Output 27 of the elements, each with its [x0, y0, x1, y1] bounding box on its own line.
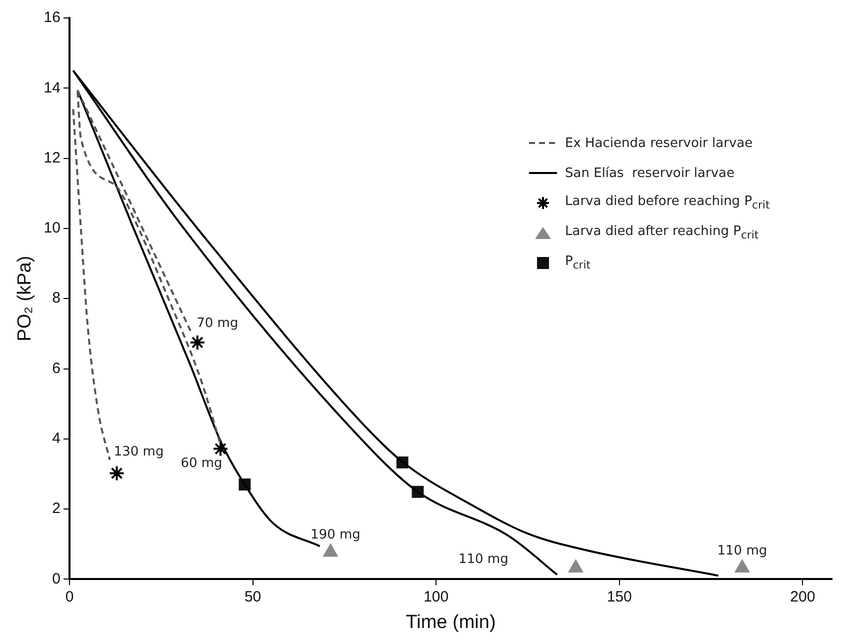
x-tick-label: 100	[424, 588, 449, 606]
y-tick-label: 14	[44, 79, 60, 96]
x-axis-title: Time (min)	[406, 612, 496, 633]
y-tick-label: 10	[44, 220, 60, 237]
y-tick-label: 6	[52, 360, 60, 377]
x-tick-label: 0	[65, 588, 74, 606]
annotation: 110 mg	[458, 552, 508, 567]
legend-label: San Elías reservoir larvae	[564, 166, 735, 180]
annotation: 60 mg	[180, 456, 222, 472]
y-tick-label: 2	[52, 500, 60, 518]
y-tick-label: 16	[44, 9, 60, 26]
y-tick-label: 4	[52, 430, 60, 448]
legend-label: P$_{crit}$	[564, 254, 590, 272]
annotation: 130 mg	[114, 444, 164, 460]
x-tick-label: 50	[244, 588, 262, 606]
y-tick-label: 0	[52, 570, 60, 588]
y-tick-label: 8	[52, 290, 60, 307]
annotation: 110 mg	[717, 543, 768, 558]
y-axis-title: PO₂ (kPa)	[14, 256, 36, 342]
x-tick-label: 200	[790, 588, 816, 606]
y-tick-label: 12	[44, 149, 60, 166]
legend-label: Ex Hacienda reservoir larvae	[564, 136, 753, 150]
annotation: 190 mg	[310, 528, 360, 543]
legend-label: Larva died before reaching P$_{crit}$	[564, 194, 770, 212]
legend-label: Larva died after reaching P$_{crit}$	[564, 224, 759, 242]
x-tick-label: 150	[606, 588, 632, 606]
annotation: 70 mg	[196, 316, 238, 331]
